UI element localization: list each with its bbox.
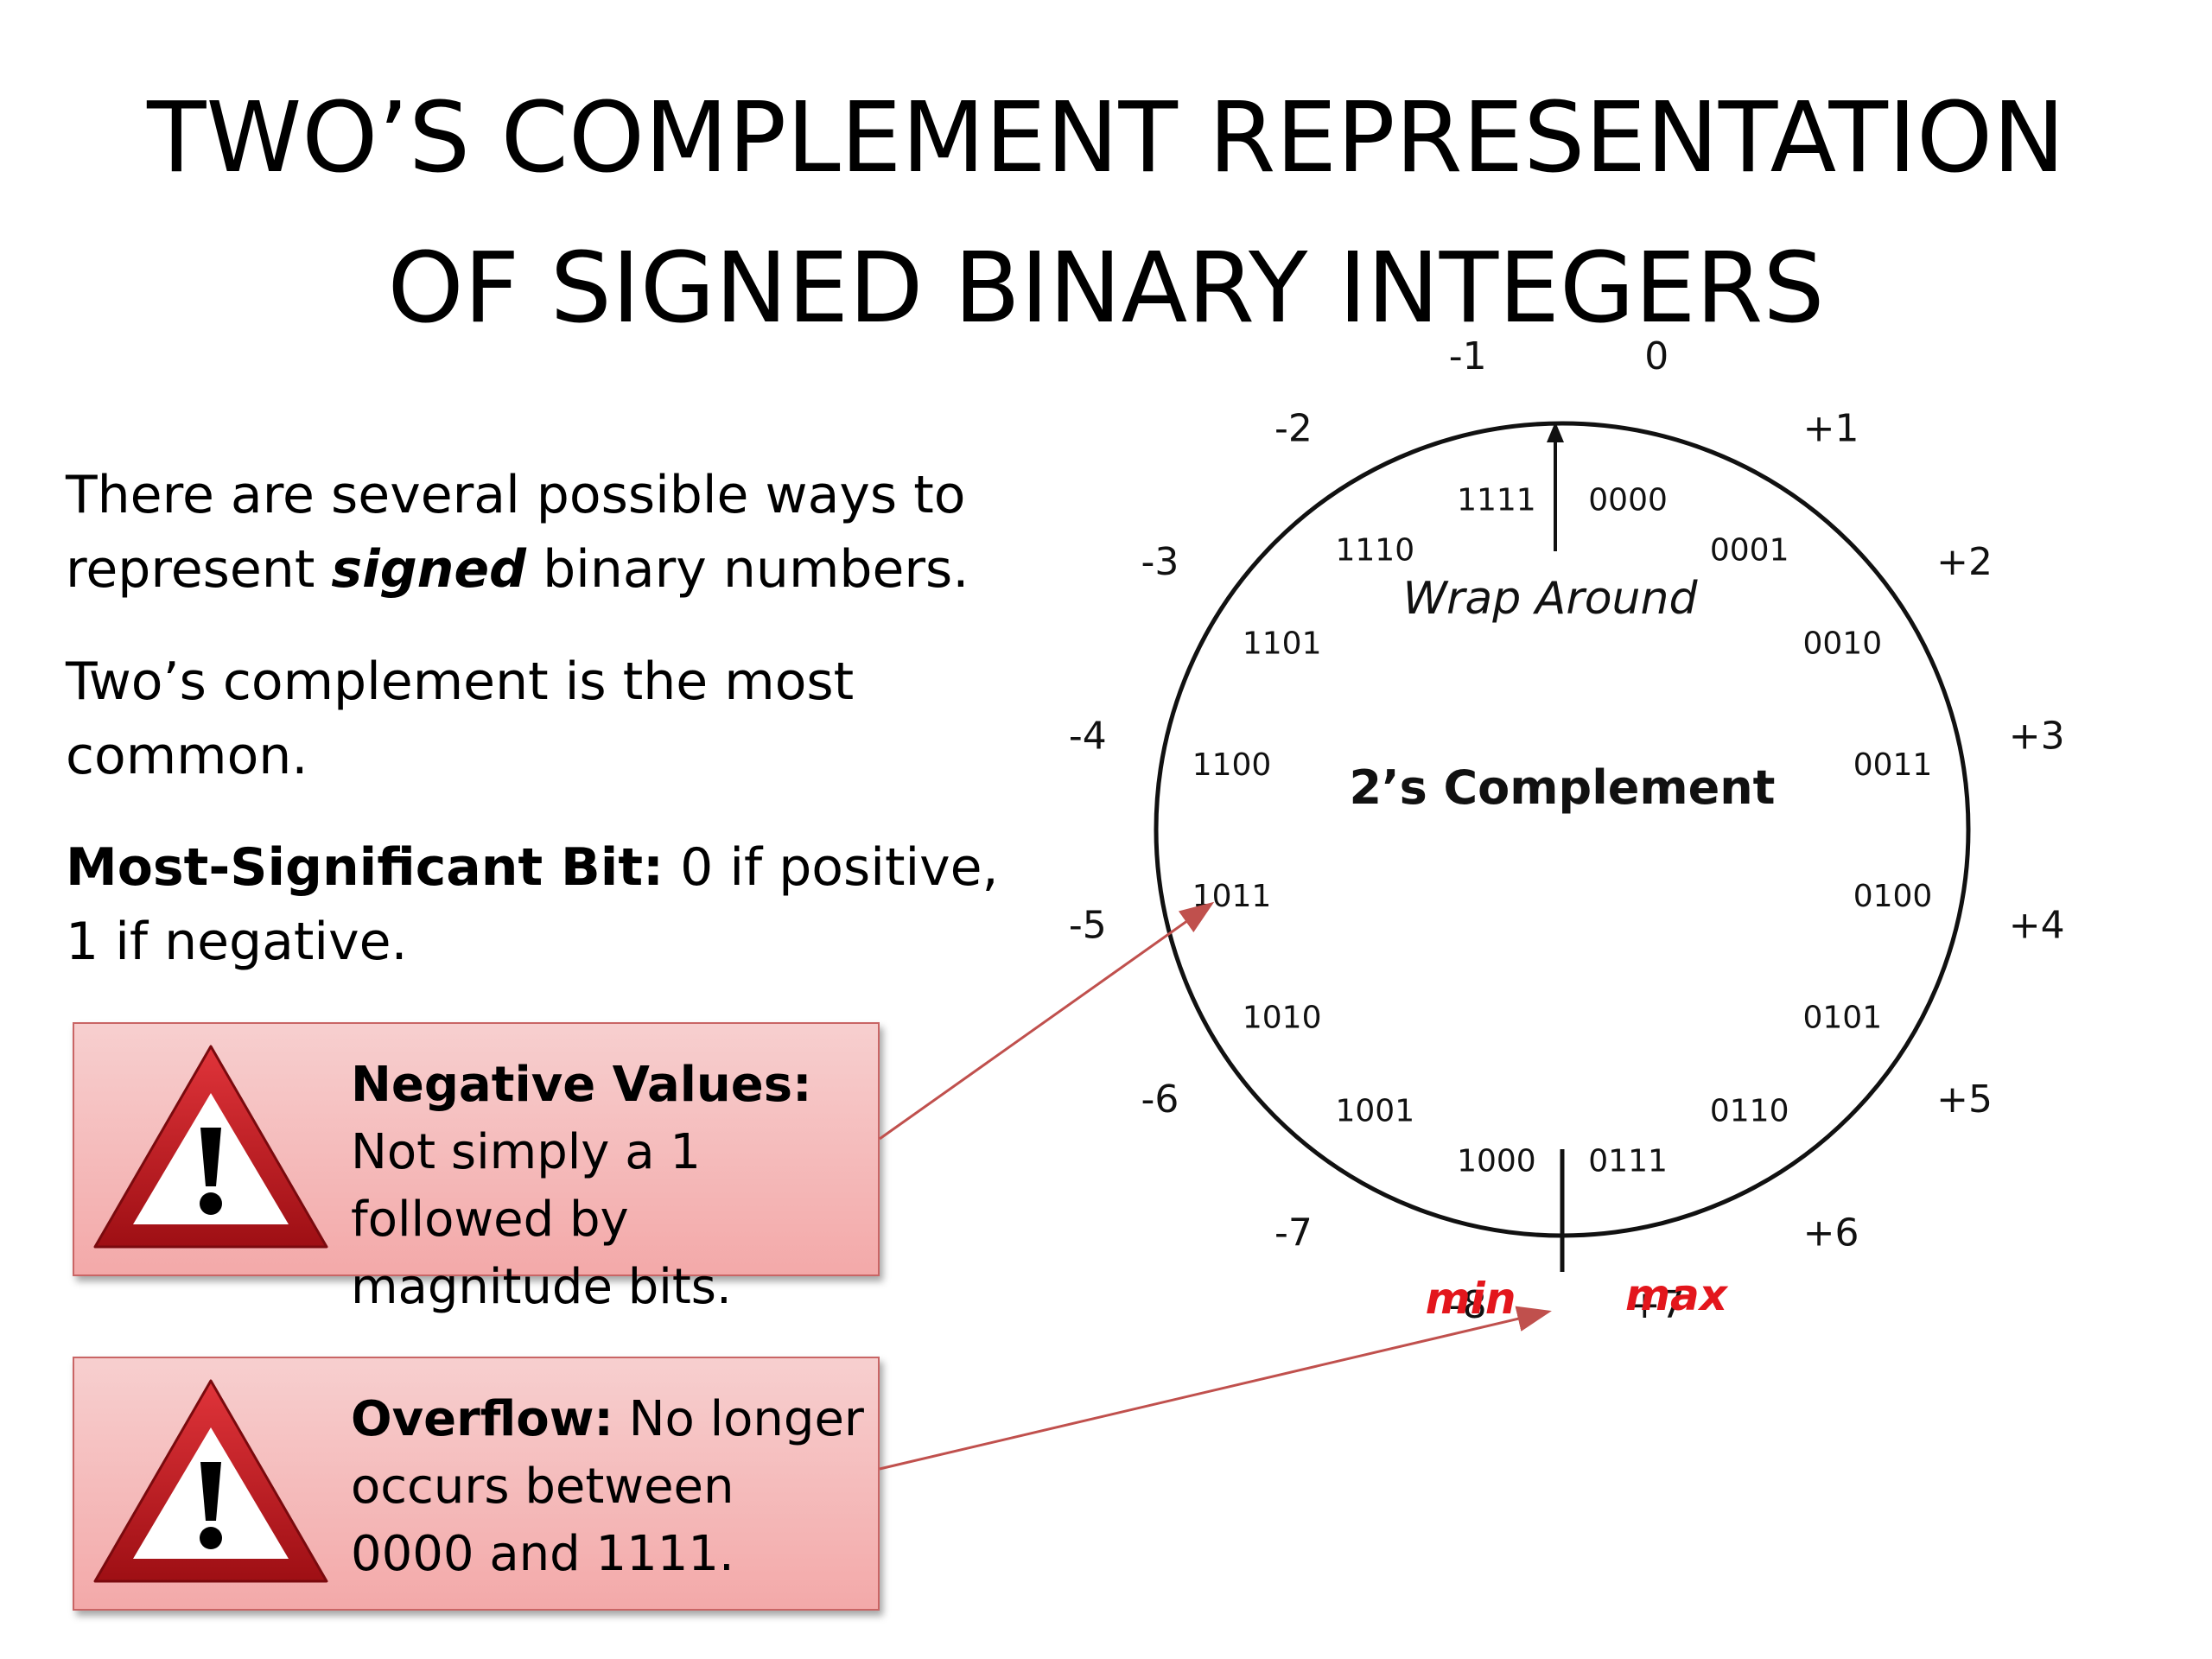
binary-label-1101: 1101: [1243, 626, 1322, 661]
decimal-label: +3: [2009, 715, 2065, 759]
wrap-arrow-head-icon: [1547, 422, 1564, 442]
min-label: min: [1426, 1274, 1516, 1324]
decimal-label: -2: [1274, 406, 1313, 450]
intro-paragraph-1: There are several possible ways to repre…: [66, 458, 1033, 607]
decimal-label: +2: [1936, 540, 1993, 584]
binary-label-1001: 1001: [1335, 1093, 1414, 1128]
binary-labels: 0000 0001 0010 0011 0100 0101 0110 0111 1000 1001…: [1192, 483, 1933, 1179]
msb-text: 0 if positive, 1 if negative.: [66, 837, 999, 972]
msb-paragraph: Most-Significant Bit: 0 if positive, 1 i…: [66, 830, 1033, 979]
intro-paragraph-2: Two’s complement is the most common.: [66, 652, 855, 786]
binary-label-1000: 1000: [1457, 1144, 1536, 1179]
wrap-around-label: Wrap Around: [1403, 573, 1699, 625]
wheel-center-label: 2’s Complement: [1350, 760, 1776, 815]
decimal-label: +7: [1629, 1283, 1685, 1327]
page-title-line-2: OF SIGNED BINARY INTEGERS: [387, 232, 1825, 345]
callout-label: Negative Values:: [351, 1057, 812, 1113]
callout-text: Overflow: No longer occurs between 0000 …: [351, 1386, 869, 1588]
intro-text-end: binary numbers.: [526, 539, 969, 600]
decimal-labels: 0 +1 +2 +3 +4 +5 +6 +7 -8 -7 -6 -5 -4 -3 -2 -1: [1069, 334, 2065, 1327]
decimal-label: -1: [1449, 334, 1487, 378]
binary-label-1010: 1010: [1243, 1001, 1322, 1036]
decimal-label: -6: [1141, 1077, 1179, 1122]
decimal-label: +4: [2009, 903, 2065, 947]
decimal-label: -5: [1069, 903, 1107, 947]
negative-values-arrow: [879, 901, 1215, 1141]
decimal-label: -8: [1449, 1283, 1487, 1327]
intro-text: There are several possible ways to repre…: [66, 465, 966, 600]
binary-label-0111: 0111: [1588, 1144, 1668, 1179]
binary-label-0001: 0001: [1710, 533, 1789, 569]
decimal-label: -4: [1069, 715, 1107, 759]
decimal-label: -3: [1141, 540, 1179, 584]
decimal-label: +1: [1803, 406, 1859, 450]
binary-label-0000: 0000: [1588, 483, 1668, 518]
max-label: max: [1625, 1270, 1729, 1320]
callout-body: Not simply a 1 followed by magnitude bit…: [351, 1124, 732, 1315]
msb-label: Most-Significant Bit:: [66, 837, 664, 898]
binary-label-0010: 0010: [1802, 626, 1882, 661]
binary-label-1110: 1110: [1335, 533, 1414, 569]
decimal-label: 0: [1644, 334, 1669, 378]
decimal-label: +6: [1803, 1211, 1859, 1255]
callout-text: Negative Values: Not simply a 1 followed…: [351, 1052, 869, 1321]
binary-label-0101: 0101: [1802, 1001, 1882, 1036]
decimal-label: -7: [1274, 1211, 1313, 1255]
intro-emphasis: signed: [331, 539, 527, 600]
negative-values-callout: Negative Values: Not simply a 1 followed…: [73, 1022, 880, 1315]
warning-triangle-icon: [93, 1379, 328, 1583]
binary-label-0110: 0110: [1710, 1093, 1789, 1128]
binary-label-0011: 0011: [1853, 747, 1933, 783]
binary-label-1111: 1111: [1457, 483, 1536, 518]
callout-label: Overflow:: [351, 1391, 613, 1447]
warning-triangle-icon: [93, 1045, 328, 1249]
page-title-line-1: TWO’S COMPLEMENT REPRESENTATION: [147, 82, 2065, 194]
callout-body: No longer occurs between 0000 and 1111.: [351, 1391, 864, 1582]
binary-label-0100: 0100: [1853, 879, 1933, 914]
overflow-callout: Overflow: No longer occurs between 0000 …: [73, 1357, 880, 1611]
binary-label-1100: 1100: [1192, 747, 1272, 783]
overflow-arrow: [879, 1306, 1552, 1471]
decimal-label: +5: [1936, 1077, 1993, 1122]
wheel-circle: [1154, 421, 1971, 1238]
